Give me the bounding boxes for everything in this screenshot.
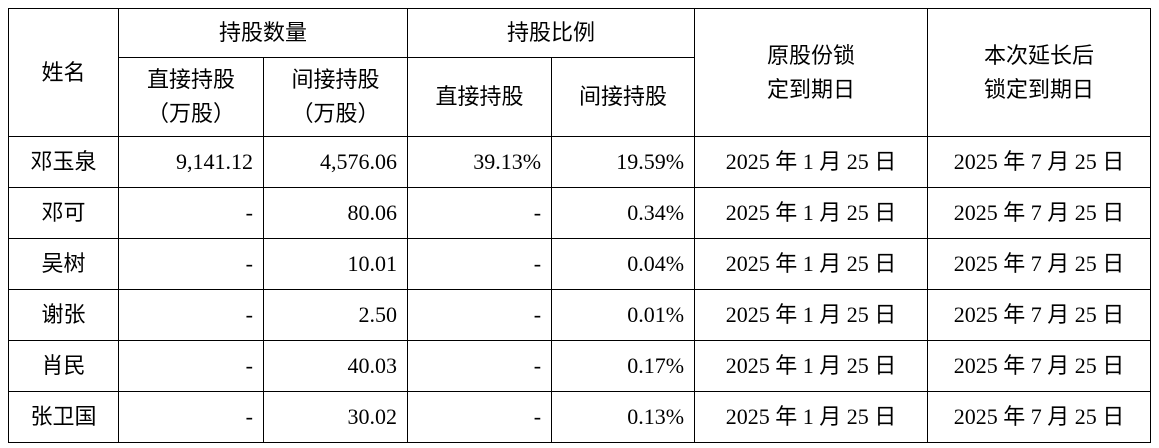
data-cell: 2025 年 1 月 25 日 [694, 340, 929, 392]
data-cell: 2025 年 7 月 25 日 [927, 187, 1152, 239]
header-row: 直接持股 （万股） 间接持股 （万股） 直接持股 间接持股 [9, 57, 1151, 137]
data-cell: 2025 年 7 月 25 日 [927, 136, 1152, 188]
data-cell: 吴树 [8, 238, 119, 290]
header-line: （万股） [146, 101, 235, 126]
data-cell: - [407, 340, 553, 392]
data-cell: 9,141.12 [118, 136, 264, 188]
data-cell: 2025 年 1 月 25 日 [694, 391, 929, 443]
header-cell: 持股数量 [117, 8, 409, 58]
data-cell: 2.50 [262, 289, 409, 341]
header-line: 锁定到期日 [984, 76, 1095, 102]
header-cell: 姓名 [8, 8, 119, 137]
data-cell: - [118, 187, 264, 239]
header-line: 定到期日 [767, 76, 856, 102]
data-cell: - [118, 340, 264, 392]
data-cell: 邓可 [8, 187, 119, 239]
data-cell: 2025 年 1 月 25 日 [694, 187, 929, 239]
table-body: 姓名 持股数量 持股比例 原股份锁定到期日 本次延长后锁定到期日 直接持股 （万股… [8, 8, 1152, 443]
data-row: 肖民 -40.03-0.17% 2025 年 1 月 25 日 2025 年 7 月 … [8, 340, 1152, 392]
header-cell: 本次延长后锁定到期日 [927, 8, 1152, 137]
data-row: 邓玉泉 9,141.12 4,576.06 39.13% 19.59% 2025 年 1 … [8, 136, 1152, 188]
header-line: 原股份锁 [767, 42, 856, 68]
header-cell: 持股比例 [407, 8, 696, 58]
data-row: 邓可 -80.06-0.34% 2025 年 1 月 25 日 2025 年 7 月 … [8, 187, 1152, 239]
header-line: 间接持股 [291, 67, 380, 92]
data-cell: 2025 年 7 月 25 日 [927, 340, 1152, 392]
data-cell: 39.13% [407, 136, 553, 188]
data-cell: 4,576.06 [262, 136, 409, 188]
header-row: 姓名 持股数量 持股比例 原股份锁定到期日 本次延长后锁定到期日 [8, 8, 1152, 137]
data-cell: 2025 年 7 月 25 日 [927, 289, 1152, 341]
header-line: 直接持股 [146, 67, 235, 92]
data-cell: 0.34% [551, 187, 696, 239]
data-cell: 2025 年 1 月 25 日 [694, 136, 929, 188]
data-row: 张卫国 -30.02-0.13% 2025 年 1 月 25 日 2025 年 7 月… [8, 391, 1152, 443]
data-cell: 邓玉泉 [8, 136, 119, 188]
header-line: 间接持股 [579, 84, 668, 109]
data-cell: 0.04% [551, 238, 696, 290]
data-cell: - [407, 391, 553, 443]
data-cell: - [407, 289, 553, 341]
header-cell: 直接持股 [407, 57, 553, 137]
data-cell: 谢张 [8, 289, 119, 341]
data-cell: - [118, 289, 264, 341]
data-cell: 2025 年 1 月 25 日 [694, 238, 929, 290]
header-cell: 间接持股 [551, 57, 696, 137]
data-cell: 0.17% [551, 340, 696, 392]
data-cell: 2025 年 7 月 25 日 [927, 391, 1152, 443]
data-cell: - [407, 238, 553, 290]
header-line: 直接持股 [435, 84, 524, 109]
data-cell: 2025 年 1 月 25 日 [694, 289, 929, 341]
data-cell: 0.01% [551, 289, 696, 341]
holding-table: 姓名 持股数量 持股比例 原股份锁定到期日 本次延长后锁定到期日 直接持股 （万股… [8, 8, 1152, 443]
header-cell: 原股份锁 定到期日 [694, 8, 929, 137]
header-line: （万股） [291, 101, 380, 126]
data-cell: 0.13% [551, 391, 696, 443]
data-cell: - [407, 187, 553, 239]
data-cell: - [118, 391, 264, 443]
data-cell: 2025 年 7 月 25 日 [927, 238, 1152, 290]
data-row: 谢张 -2.50-0.01% 2025 年 1 月 25 日 2025 年 7 月 2… [8, 289, 1152, 341]
data-cell: 张卫国 [8, 391, 119, 443]
header-line: 本次延长后 [984, 42, 1095, 68]
header-cell: 直接持股 （万股） [118, 57, 264, 137]
data-cell: 30.02 [262, 391, 409, 443]
data-cell: 19.59% [551, 136, 696, 188]
data-cell: 10.01 [262, 238, 409, 290]
data-cell: 肖民 [8, 340, 119, 392]
data-cell: 40.03 [262, 340, 409, 392]
data-cell: 80.06 [262, 187, 409, 239]
header-cell: 间接持股 （万股） [262, 57, 409, 137]
data-row: 吴树 -10.01-0.04% 2025 年 1 月 25 日 2025 年 7 月 … [8, 238, 1152, 290]
data-cell: - [118, 238, 264, 290]
